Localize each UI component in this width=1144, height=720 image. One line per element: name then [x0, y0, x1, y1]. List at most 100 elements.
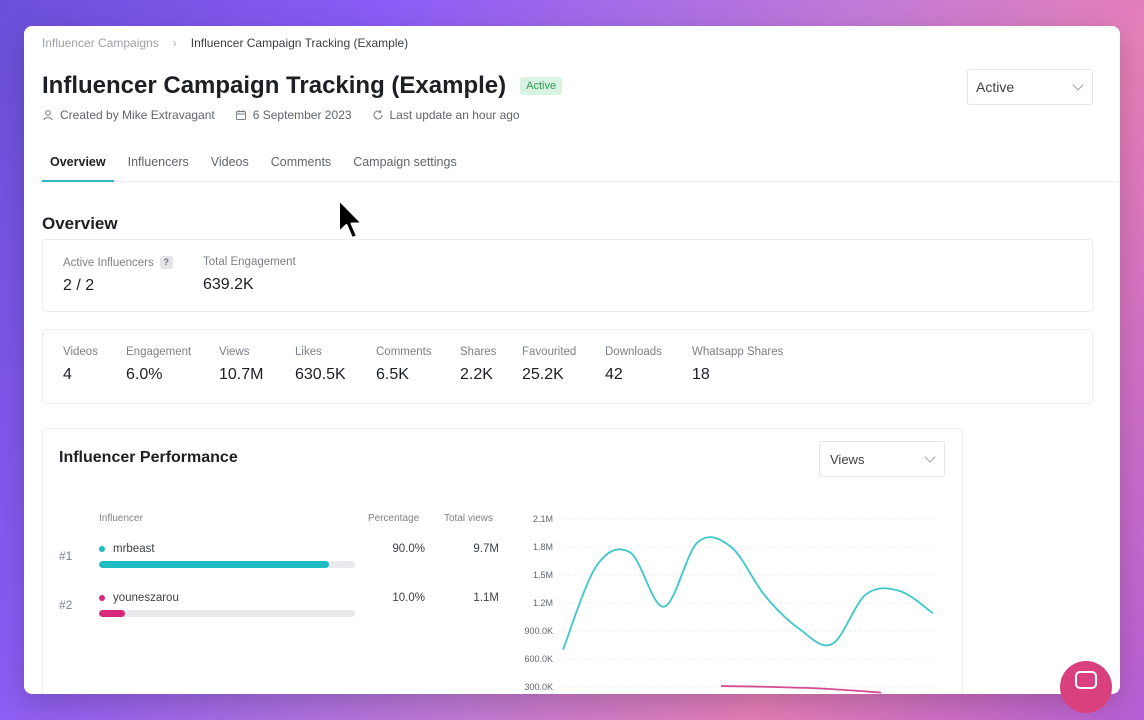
meta-row: Created by Mike Extravagant 6 September … — [42, 108, 520, 122]
stat-label: Favourited — [522, 346, 577, 358]
share-bar-fill — [99, 561, 330, 568]
breadcrumb: Influencer Campaigns › Influencer Campai… — [42, 36, 408, 50]
influencer-performance-card: Influencer Performance Views Influencer … — [42, 428, 963, 694]
performance-title: Influencer Performance — [59, 449, 238, 466]
mouse-cursor-icon — [338, 199, 363, 239]
stat-shares: Shares 2.2K — [460, 346, 496, 384]
influencer-name-text: mrbeast — [113, 543, 155, 555]
stat-value: 6.0% — [126, 366, 163, 383]
total-views: 9.7M — [473, 543, 499, 555]
created-by: Created by Mike Extravagant — [42, 108, 215, 122]
help-icon[interactable]: ? — [159, 256, 173, 269]
stat-value: 2.2K — [460, 366, 493, 383]
tab-campaign-settings[interactable]: Campaign settings — [353, 155, 457, 169]
tab-videos[interactable]: Videos — [210, 155, 249, 169]
stat-label: Total Engagement — [203, 256, 296, 268]
metrics-card: Videos 4 Engagement 6.0% Views 10.7M Lik… — [42, 329, 1093, 404]
column-percentage: Percentage — [368, 513, 420, 524]
stat-engagement: Engagement 6.0% — [126, 346, 191, 384]
tab-bar: Overview Influencers Videos Comments Cam… — [42, 146, 1120, 182]
metric-select-value: Views — [830, 451, 865, 467]
stat-label: Whatsapp Shares — [692, 346, 784, 358]
stat-value: 18 — [692, 366, 710, 383]
column-influencer: Influencer — [99, 513, 143, 524]
y-tick-label: 300.0K — [524, 682, 553, 692]
series-dot — [99, 546, 105, 552]
y-tick-label: 1.8M — [533, 542, 553, 552]
rank: #1 — [59, 549, 73, 563]
chat-icon — [1075, 671, 1097, 689]
table-row[interactable]: #1 mrbeast 90.0% 9.7M — [59, 543, 499, 583]
percentage: 10.0% — [392, 592, 425, 604]
breadcrumb-separator: › — [172, 36, 177, 50]
user-icon — [43, 110, 53, 121]
refresh-icon — [373, 110, 383, 120]
stat-views: Views 10.7M — [219, 346, 263, 384]
y-tick-label: 600.0K — [524, 654, 553, 664]
stat-comments: Comments 6.5K — [376, 346, 432, 384]
breadcrumb-parent-link[interactable]: Influencer Campaigns — [42, 36, 159, 50]
chevron-down-icon — [924, 451, 936, 463]
y-tick-label: 2.1M — [533, 514, 553, 524]
table-row[interactable]: #2 youneszarou 10.0% 1.1M — [59, 592, 499, 632]
column-total-views: Total views — [444, 513, 493, 524]
stat-label: Comments — [376, 346, 432, 358]
tab-influencers[interactable]: Influencers — [127, 155, 189, 169]
stat-label: Active Influencers — [63, 256, 154, 269]
percentage: 90.0% — [392, 543, 425, 555]
series-line-youneszarou — [720, 685, 882, 694]
summary-card: Active Influencers ? 2 / 2 Total Engagem… — [42, 239, 1093, 312]
status-badge: Active — [520, 77, 563, 95]
series-dot — [99, 595, 105, 601]
stat-total-engagement: Total Engagement 639.2K — [203, 256, 296, 294]
stat-value: 25.2K — [522, 366, 564, 383]
stat-downloads: Downloads 42 — [605, 346, 662, 384]
stat-value: 10.7M — [219, 366, 264, 383]
stat-value: 42 — [605, 366, 623, 383]
last-update-text: Last update an hour ago — [389, 108, 520, 122]
status-select[interactable]: Active — [967, 69, 1093, 105]
stat-value: 4 — [63, 366, 72, 383]
y-tick-label: 1.2M — [533, 598, 553, 608]
stat-favourited: Favourited 25.2K — [522, 346, 576, 384]
chevron-down-icon — [1072, 79, 1084, 91]
page-title: Influencer Campaign Tracking (Example) — [42, 72, 507, 99]
influencer-name: mrbeast — [99, 543, 155, 555]
status-select-value: Active — [976, 79, 1015, 95]
calendar-icon — [235, 110, 246, 120]
title-row: Influencer Campaign Tracking (Example) A… — [42, 72, 563, 100]
views-line-chart: 2.1M 1.8M 1.5M 1.2M 900.0K 600.0K 300.0K — [524, 514, 934, 694]
stat-whatsapp-shares: Whatsapp Shares 18 — [692, 346, 783, 384]
stat-value: 639.2K — [203, 276, 254, 293]
tab-overview[interactable]: Overview — [42, 146, 114, 182]
last-update: Last update an hour ago — [372, 108, 520, 122]
created-date-text: 6 September 2023 — [252, 108, 352, 122]
stat-active-influencers: Active Influencers ? 2 / 2 — [63, 256, 173, 295]
app-window: Influencer Campaigns › Influencer Campai… — [24, 26, 1120, 694]
share-bar — [99, 561, 355, 568]
series-line-mrbeast — [562, 536, 934, 651]
rank: #2 — [59, 598, 73, 612]
influencer-name-text: youneszarou — [113, 592, 179, 604]
stat-label: Engagement — [126, 346, 192, 358]
stat-value: 2 / 2 — [63, 277, 95, 294]
stat-label: Likes — [295, 346, 322, 358]
total-views: 1.1M — [473, 592, 499, 604]
stat-label: Views — [219, 346, 250, 358]
stat-value: 630.5K — [295, 366, 346, 383]
stat-label: Downloads — [605, 346, 662, 358]
created-by-text: Created by Mike Extravagant — [60, 108, 215, 122]
y-tick-label: 1.5M — [533, 570, 553, 580]
share-bar-fill — [99, 610, 125, 617]
stat-likes: Likes 630.5K — [295, 346, 346, 384]
stat-label: Shares — [460, 346, 497, 358]
metric-select[interactable]: Views — [819, 441, 945, 477]
stat-value: 6.5K — [376, 366, 409, 383]
overview-title: Overview — [42, 214, 118, 233]
chat-button[interactable] — [1060, 661, 1112, 713]
y-tick-label: 900.0K — [524, 626, 553, 636]
stat-videos: Videos 4 — [63, 346, 98, 384]
tab-comments[interactable]: Comments — [270, 155, 332, 169]
created-date: 6 September 2023 — [235, 108, 352, 122]
influencer-name: youneszarou — [99, 592, 179, 604]
